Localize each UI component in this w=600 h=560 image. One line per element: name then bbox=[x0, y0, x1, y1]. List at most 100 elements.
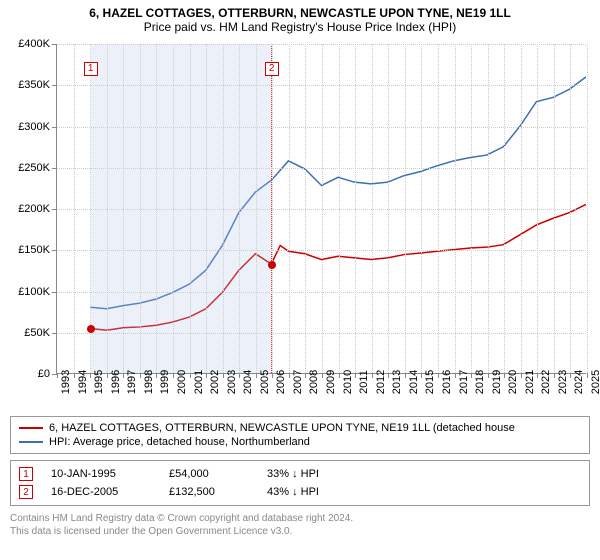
x-axis-label: 2000 bbox=[176, 370, 188, 394]
gridline-v bbox=[587, 44, 588, 373]
tick-x bbox=[339, 373, 340, 378]
tick-x bbox=[521, 373, 522, 378]
tick-x bbox=[289, 373, 290, 378]
tick-y bbox=[52, 333, 57, 334]
transaction-row: 216-DEC-2005£132,50043% ↓ HPI bbox=[19, 483, 581, 501]
transaction-price: £54,000 bbox=[169, 468, 249, 480]
y-axis-label: £250K bbox=[18, 162, 50, 174]
x-axis-label: 2004 bbox=[242, 370, 254, 394]
legend-item: 6, HAZEL COTTAGES, OTTERBURN, NEWCASTLE … bbox=[19, 421, 581, 435]
y-axis-label: £400K bbox=[18, 38, 50, 50]
transaction-hpi-delta: 43% ↓ HPI bbox=[267, 486, 367, 498]
x-axis-label: 2001 bbox=[193, 370, 205, 394]
x-axis-label: 1995 bbox=[93, 370, 105, 394]
gridline-v bbox=[256, 44, 257, 373]
gridline-v bbox=[173, 44, 174, 373]
y-axis-label: £50K bbox=[24, 327, 50, 339]
tick-x bbox=[305, 373, 306, 378]
tick-x bbox=[405, 373, 406, 378]
tick-x bbox=[173, 373, 174, 378]
tick-x bbox=[504, 373, 505, 378]
tick-y bbox=[52, 85, 57, 86]
x-axis-label: 2016 bbox=[441, 370, 453, 394]
x-axis-label: 2011 bbox=[358, 370, 370, 394]
transaction-marker bbox=[87, 325, 95, 333]
x-axis-label: 2017 bbox=[458, 370, 470, 394]
tick-x bbox=[554, 373, 555, 378]
tick-x bbox=[355, 373, 356, 378]
gridline-v bbox=[455, 44, 456, 373]
tick-y bbox=[52, 292, 57, 293]
gridline-v bbox=[488, 44, 489, 373]
tick-x bbox=[388, 373, 389, 378]
gridline-v bbox=[123, 44, 124, 373]
tick-x bbox=[438, 373, 439, 378]
tick-x bbox=[272, 373, 273, 378]
y-axis-label: £150K bbox=[18, 244, 50, 256]
gridline-v bbox=[388, 44, 389, 373]
gridline-v bbox=[339, 44, 340, 373]
tick-y bbox=[52, 44, 57, 45]
tick-x bbox=[587, 373, 588, 378]
legend-label: HPI: Average price, detached house, Nort… bbox=[49, 436, 310, 448]
x-axis-label: 2024 bbox=[573, 370, 585, 394]
x-axis-label: 1997 bbox=[126, 370, 138, 394]
x-axis-label: 2007 bbox=[292, 370, 304, 394]
y-axis-label: £0 bbox=[38, 368, 50, 380]
gridline-v bbox=[554, 44, 555, 373]
gridline-v bbox=[90, 44, 91, 373]
x-axis-label: 2013 bbox=[391, 370, 403, 394]
transaction-marker-label: 1 bbox=[84, 62, 98, 76]
plot-area: 12 bbox=[56, 44, 586, 374]
chart-area: 12 £0£50K£100K£150K£200K£250K£300K£350K£… bbox=[10, 40, 590, 410]
legend-label: 6, HAZEL COTTAGES, OTTERBURN, NEWCASTLE … bbox=[49, 422, 515, 434]
y-axis-label: £100K bbox=[18, 286, 50, 298]
tick-x bbox=[156, 373, 157, 378]
footer-attribution: Contains HM Land Registry data © Crown c… bbox=[10, 512, 590, 538]
tick-y bbox=[52, 209, 57, 210]
x-axis-label: 2010 bbox=[342, 370, 354, 394]
x-axis-label: 2021 bbox=[524, 370, 536, 394]
gridline-v bbox=[140, 44, 141, 373]
gridline-v bbox=[272, 44, 273, 373]
tick-x bbox=[570, 373, 571, 378]
transaction-index-box: 1 bbox=[19, 467, 33, 481]
transaction-row: 1 10-JAN-1995 £54,000 33% ↓ HPI bbox=[19, 465, 581, 483]
x-axis-label: 1996 bbox=[110, 370, 122, 394]
tick-x bbox=[190, 373, 191, 378]
footer-line-2: This data is licensed under the Open Gov… bbox=[10, 525, 590, 538]
y-axis-label: £300K bbox=[18, 121, 50, 133]
tick-y bbox=[52, 168, 57, 169]
tick-x bbox=[372, 373, 373, 378]
x-axis-label: 2020 bbox=[507, 370, 519, 394]
tick-x bbox=[322, 373, 323, 378]
tick-x bbox=[537, 373, 538, 378]
gridline-v bbox=[223, 44, 224, 373]
gridline-v bbox=[421, 44, 422, 373]
x-axis-label: 2008 bbox=[308, 370, 320, 394]
gridline-v bbox=[289, 44, 290, 373]
x-axis-label: 2018 bbox=[474, 370, 486, 394]
x-axis-label: 2015 bbox=[424, 370, 436, 394]
transaction-index-box: 2 bbox=[19, 485, 33, 499]
transaction-price: £132,500 bbox=[169, 486, 249, 498]
x-axis-label: 1994 bbox=[77, 370, 89, 394]
x-axis-label: 1998 bbox=[143, 370, 155, 394]
y-axis-label: £200K bbox=[18, 203, 50, 215]
tick-x bbox=[471, 373, 472, 378]
x-axis-label: 1993 bbox=[60, 370, 72, 394]
tick-x bbox=[107, 373, 108, 378]
transactions-box: 110-JAN-1995£54,00033% ↓ HPI216-DEC-2005… bbox=[10, 460, 590, 506]
legend-box: 6, HAZEL COTTAGES, OTTERBURN, NEWCASTLE … bbox=[10, 416, 590, 454]
gridline-v bbox=[239, 44, 240, 373]
x-axis-label: 2014 bbox=[408, 370, 420, 394]
gridline-v bbox=[74, 44, 75, 373]
tick-x bbox=[90, 373, 91, 378]
x-axis-label: 2003 bbox=[226, 370, 238, 394]
transaction-hpi-delta: 33% ↓ HPI bbox=[267, 468, 367, 480]
legend-item: HPI: Average price, detached house, Nort… bbox=[19, 435, 581, 449]
transaction-date: 10-JAN-1995 bbox=[51, 468, 151, 480]
gridline-v bbox=[190, 44, 191, 373]
tick-x bbox=[421, 373, 422, 378]
tick-y bbox=[52, 127, 57, 128]
